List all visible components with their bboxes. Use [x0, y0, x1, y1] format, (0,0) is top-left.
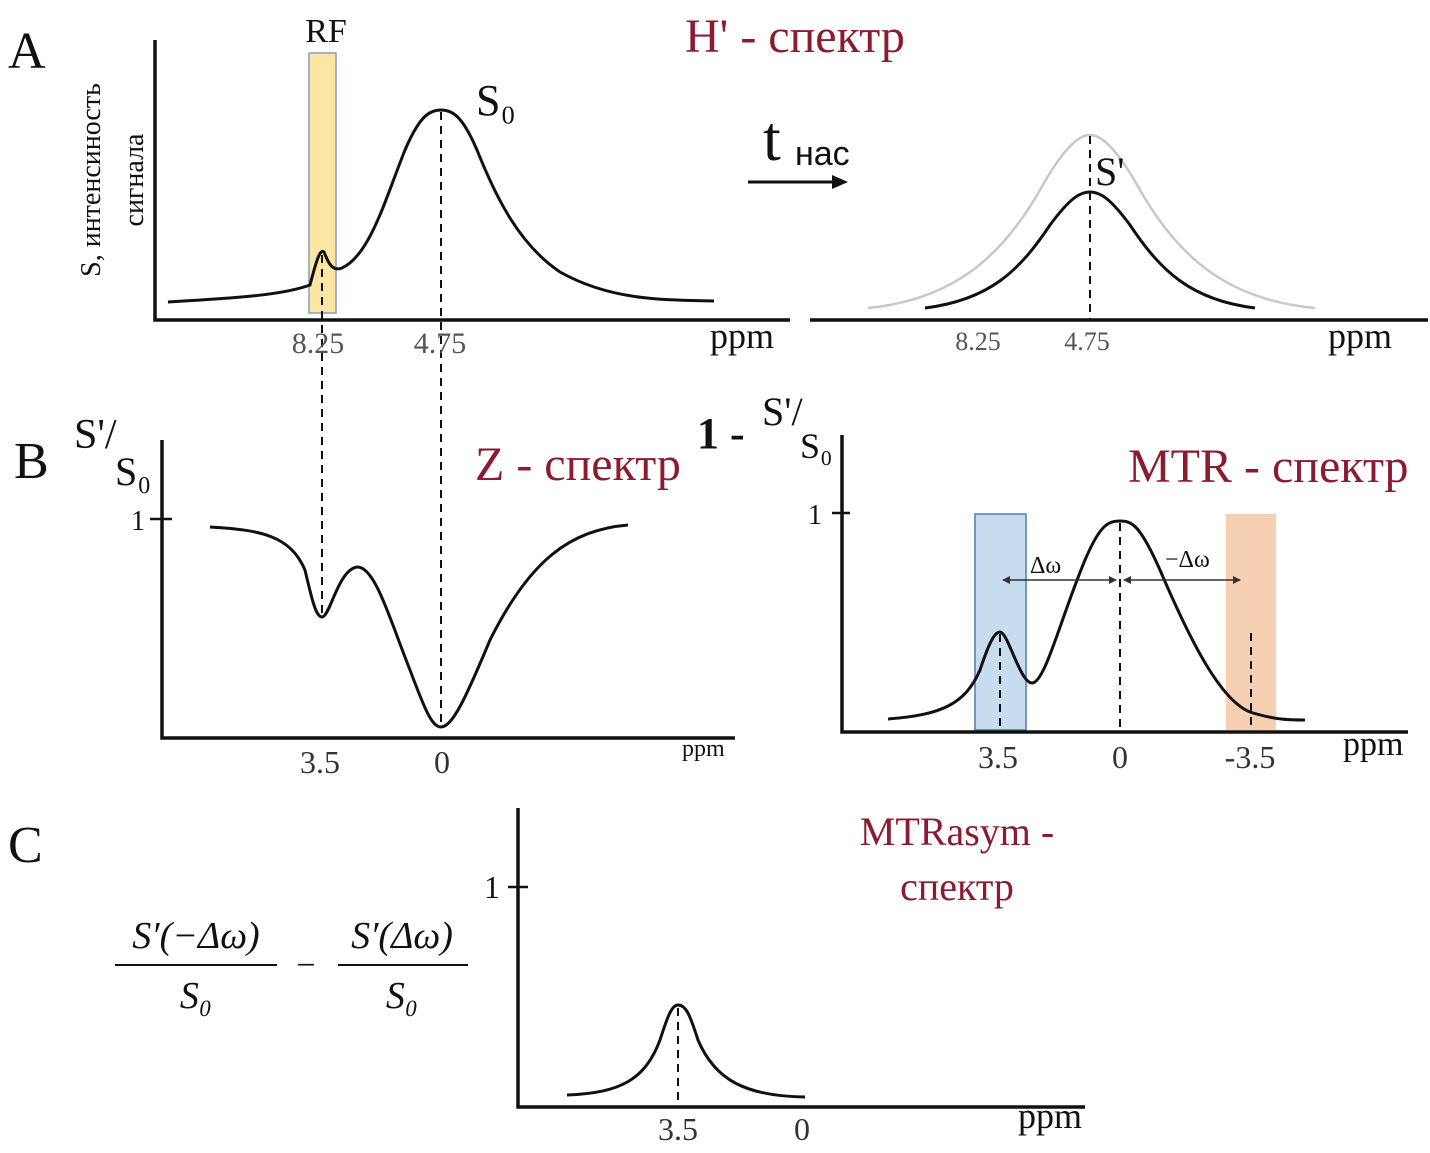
formula-numerator-1: S′(−Δω) [132, 915, 259, 957]
mtr-ylabel-num: S'/ [762, 389, 803, 434]
mtr-spectrum-curve [887, 519, 1306, 722]
mtr-unit: ppm [1343, 726, 1403, 763]
mtr-ylabel-prefix: 1 - [697, 409, 745, 458]
mtr-ylabel-den: S₀ [800, 426, 833, 466]
z-tick-0: 0 [434, 744, 450, 780]
arrow-head-icon [832, 175, 848, 189]
panel-a-axes [153, 40, 790, 322]
neg-delta-omega-label: −Δω [1165, 547, 1210, 573]
formula-minus: − [296, 947, 315, 984]
z-spectrum-curve [209, 523, 629, 729]
negative-offset-band [1226, 514, 1276, 730]
panel-b-label: B [14, 433, 49, 490]
rf-label: RF [305, 13, 347, 50]
saturation-time-subscript: нас [795, 135, 850, 173]
z-ylabel-den: S₀ [115, 449, 151, 494]
right-tick-4-75: 4.75 [1064, 327, 1110, 356]
formula-denominator-1: S₀ [180, 975, 212, 1017]
mtr-spectrum-title: MTR - спектр [1128, 440, 1409, 493]
panel-a-title: H' - спектр [685, 10, 905, 63]
mtrasym-title-2: спектр [900, 864, 1014, 909]
mtrasym-unit: ppm [1018, 1096, 1082, 1136]
mtrasym-title-1: MTRasym - [860, 809, 1054, 854]
panel-a-ylabel-1: S, интенсиность [76, 83, 107, 277]
z-ylabel-num: S'/ [74, 412, 117, 458]
mtr-y-tick: 1 [808, 500, 822, 531]
mtr-tick-3-5: 3.5 [978, 739, 1018, 775]
mtrasym-tick-3-5: 3.5 [658, 1111, 698, 1147]
z-y-tick: 1 [131, 506, 145, 537]
formula-denominator-2: S₀ [386, 975, 418, 1017]
z-tick-3-5: 3.5 [300, 744, 340, 780]
z-spectrum-title: Z - спектр [475, 438, 681, 491]
mtrasym-tick-0: 0 [794, 1111, 810, 1147]
saturation-time-label: t [763, 103, 781, 174]
panel-a-label: A [8, 23, 46, 80]
formula-numerator-2: S′(Δω) [351, 915, 453, 957]
mtr-tick-0: 0 [1112, 739, 1128, 775]
z-axes [160, 440, 735, 740]
z-unit: ppm [682, 736, 725, 762]
positive-offset-band [974, 513, 1027, 731]
mtrasym-curve [566, 1003, 806, 1099]
panel-a-right-unit: ppm [1328, 316, 1392, 356]
s-prime-label: S' [1095, 149, 1124, 194]
tick-8-25: 8.25 [292, 327, 345, 360]
mtrasym-axes [516, 808, 1085, 1109]
mtr-tick-neg-3-5: -3.5 [1225, 739, 1276, 775]
panel-a-unit: ppm [710, 316, 774, 356]
tick-4-75: 4.75 [414, 327, 467, 360]
s0-spectrum-curve [167, 108, 715, 304]
panel-c-label: C [8, 817, 43, 874]
mtrasym-y-tick: 1 [484, 869, 500, 905]
delta-omega-label: Δω [1030, 553, 1061, 579]
panel-a-ylabel-2: сигнала [119, 133, 150, 227]
s0-peak-label: S₀ [476, 76, 516, 125]
mtr-axes [840, 435, 1408, 734]
reference-curve [867, 133, 1316, 310]
right-tick-8-25: 8.25 [955, 327, 1001, 356]
